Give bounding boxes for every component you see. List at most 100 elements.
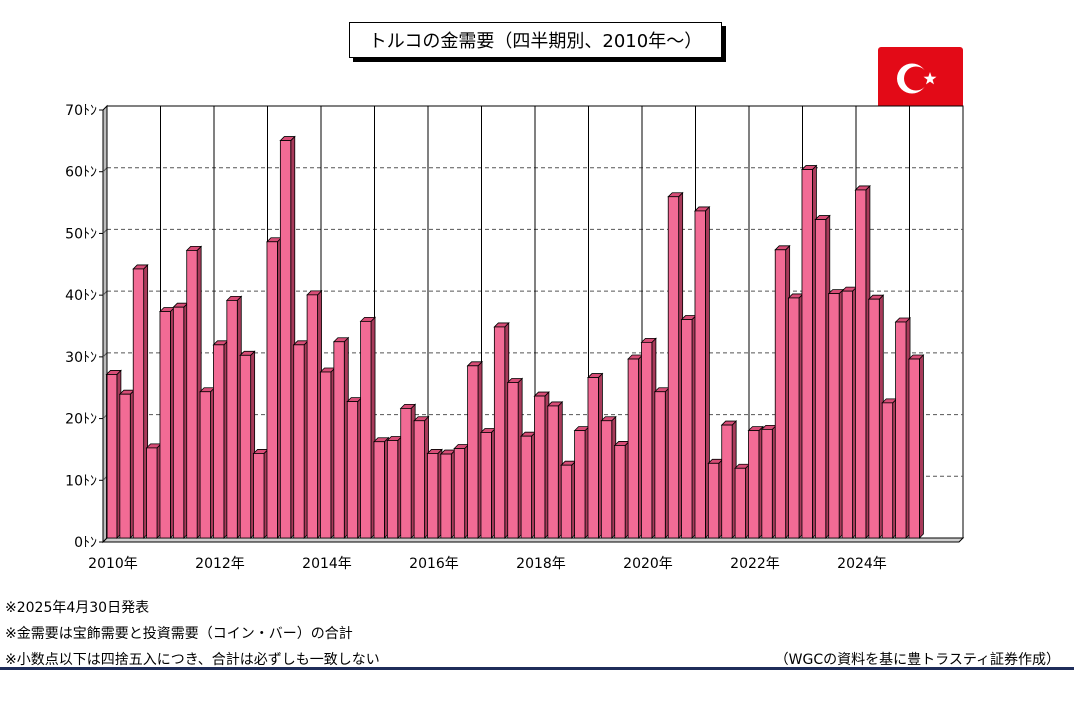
bar-2012Q1 <box>212 339 229 539</box>
bar-front-2013Q1 <box>266 241 278 539</box>
bar-2010Q4 <box>145 442 162 539</box>
bar-2013Q3 <box>292 339 310 539</box>
bar-front-2024Q1 <box>855 189 867 539</box>
bar-2021Q3 <box>720 420 738 539</box>
bar-2024Q1 <box>854 184 871 539</box>
bar-2018Q4 <box>573 425 590 539</box>
bar-2012Q3 <box>239 350 256 539</box>
bar-front-2017Q2 <box>493 326 506 539</box>
bar-front-2020Q3 <box>667 196 680 539</box>
bar-front-2014Q1 <box>320 371 332 539</box>
bar-2023Q1 <box>801 164 818 539</box>
x-tick-label-6: 2022年 <box>730 556 780 572</box>
bar-front-2022Q1 <box>748 430 760 539</box>
bar-front-2016Q3 <box>453 448 466 539</box>
y-tick-label-60: 60ﾄﾝ <box>65 165 97 181</box>
x-tick-label-0: 2010年 <box>88 556 138 572</box>
bar-front-2020Q1 <box>641 341 653 539</box>
y-tick-label-30: 30ﾄﾝ <box>65 350 97 366</box>
bar-front-2015Q2 <box>386 440 399 539</box>
bar-2010Q2 <box>118 389 136 539</box>
bar-front-2024Q4 <box>895 321 907 539</box>
bar-2020Q3 <box>667 191 684 539</box>
x-tick-label-7: 2024年 <box>837 556 887 572</box>
bar-front-2022Q2 <box>761 428 773 539</box>
x-tick-label-1: 2012年 <box>195 556 245 572</box>
y-tick-label-20: 20ﾄﾝ <box>65 412 97 428</box>
bar-2017Q4 <box>520 431 537 539</box>
bar-2014Q1 <box>319 367 336 539</box>
bar-2020Q2 <box>653 386 671 539</box>
bar-front-2025Q1 <box>908 358 920 539</box>
bar-front-2017Q1 <box>480 432 492 539</box>
bar-front-2010Q4 <box>146 447 158 539</box>
bar-front-2023Q2 <box>814 219 827 539</box>
bar-front-2024Q2 <box>868 298 880 539</box>
bar-2017Q2 <box>493 321 510 539</box>
bar-front-2018Q4 <box>574 430 586 539</box>
x-tick-label-3: 2016年 <box>409 556 459 572</box>
note-definition: ※金需要は宝飾需要と投資需要（コイン・バー）の合計 <box>5 626 353 642</box>
bar-2020Q1 <box>640 337 657 539</box>
bar-front-2016Q4 <box>467 365 479 539</box>
bar-front-2022Q4 <box>788 297 800 539</box>
bar-front-2012Q2 <box>226 299 238 539</box>
bar-2010Q1 <box>105 369 122 539</box>
bar-2022Q4 <box>787 292 804 539</box>
bar-front-2021Q3 <box>721 424 733 539</box>
bar-2013Q4 <box>306 289 323 539</box>
bar-side-2025Q1 <box>919 354 924 539</box>
bar-front-2015Q1 <box>373 441 385 539</box>
bar-front-2015Q3 <box>400 407 412 539</box>
bar-front-2012Q4 <box>253 453 265 539</box>
bar-front-2018Q3 <box>560 464 573 539</box>
bar-2025Q1 <box>908 354 925 539</box>
bar-front-2013Q3 <box>293 344 305 539</box>
gridline-depth-50 <box>102 229 108 234</box>
bar-2015Q1 <box>373 436 390 539</box>
bar-front-2011Q4 <box>199 391 211 539</box>
bar-2016Q4 <box>466 360 483 539</box>
bar-front-2013Q2 <box>279 140 292 539</box>
bar-front-2017Q3 <box>507 382 519 539</box>
bar-chart: 0ﾄﾝ 10ﾄﾝ 20ﾄﾝ 30ﾄﾝ 40ﾄﾝ 50ﾄﾝ 60ﾄﾝ 70ﾄﾝ 2010年 201… <box>65 103 965 572</box>
bar-front-2019Q4 <box>627 358 639 539</box>
bar-2019Q4 <box>627 354 644 539</box>
bar-front-2011Q2 <box>172 306 185 539</box>
bar-2022Q3 <box>774 244 791 539</box>
bar-2011Q4 <box>199 386 216 539</box>
bar-2014Q3 <box>346 396 363 539</box>
bar-2018Q1 <box>533 391 550 539</box>
bar-2018Q2 <box>546 400 564 539</box>
bar-front-2019Q3 <box>614 445 626 539</box>
bar-2020Q4 <box>680 314 697 539</box>
bar-2019Q3 <box>613 440 631 539</box>
bar-2011Q3 <box>185 245 203 539</box>
bar-2021Q2 <box>707 458 724 539</box>
bar-front-2010Q3 <box>132 268 145 539</box>
bar-2021Q1 <box>694 205 711 539</box>
bar-2016Q2 <box>439 449 457 539</box>
gridline-depth-60 <box>102 167 108 173</box>
bar-front-2012Q1 <box>213 344 225 539</box>
bar-front-2011Q3 <box>186 250 198 539</box>
bar-front-2015Q4 <box>413 420 425 539</box>
bar-2015Q2 <box>386 435 403 539</box>
bar-2016Q1 <box>426 448 443 539</box>
note-rounding: ※小数点以下は四捨五入につき、合計は必ずしも一致しない <box>5 652 380 668</box>
bottom-divider <box>0 667 1074 670</box>
bar-2015Q4 <box>413 415 430 539</box>
source-credit: （WGCの資料を基に豊トラスティ証券作成） <box>774 652 1060 668</box>
bar-2011Q1 <box>159 306 176 539</box>
y-tick-label-0: 0ﾄﾝ <box>74 535 97 551</box>
bar-front-2021Q4 <box>734 467 746 539</box>
bar-2019Q1 <box>587 372 604 539</box>
bar-front-2010Q1 <box>106 374 118 539</box>
bar-2015Q3 <box>399 403 417 539</box>
bar-front-2023Q3 <box>828 293 840 539</box>
bar-front-2010Q2 <box>119 393 131 539</box>
bar-2010Q3 <box>132 263 149 539</box>
bar-2012Q4 <box>252 448 269 539</box>
bar-2024Q2 <box>867 294 885 539</box>
bar-front-2023Q4 <box>841 290 853 539</box>
